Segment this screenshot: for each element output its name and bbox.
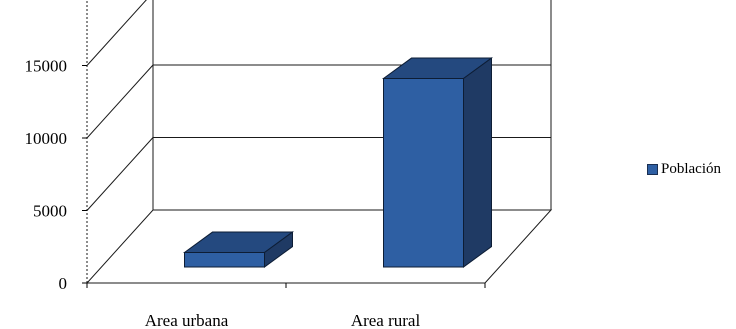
bars — [182, 57, 494, 268]
y-tick-label: 5000 — [33, 202, 67, 221]
gridline-side — [86, 64, 154, 139]
bar — [182, 231, 295, 268]
y-tick-label: 0 — [59, 274, 68, 293]
bar-front — [184, 252, 265, 268]
y-tick-label: 10000 — [25, 129, 68, 148]
x-category-label: Area urbana — [145, 311, 229, 329]
bar-front — [383, 78, 464, 268]
y-axis-ticks: 0 5000 10000 15000 — [25, 57, 87, 293]
gridline-side — [86, 137, 154, 211]
x-category-label: Area rural — [351, 311, 421, 329]
bar — [381, 57, 494, 268]
legend-swatch-icon — [647, 164, 658, 175]
y-tick-label: 15000 — [25, 57, 68, 76]
x-axis: Area urbana Area rural — [86, 283, 486, 329]
gridline-side — [86, 0, 147, 66]
bar-side — [463, 57, 492, 268]
legend: Población — [647, 161, 721, 178]
floor — [85, 209, 553, 284]
legend-label: Población — [661, 161, 721, 177]
